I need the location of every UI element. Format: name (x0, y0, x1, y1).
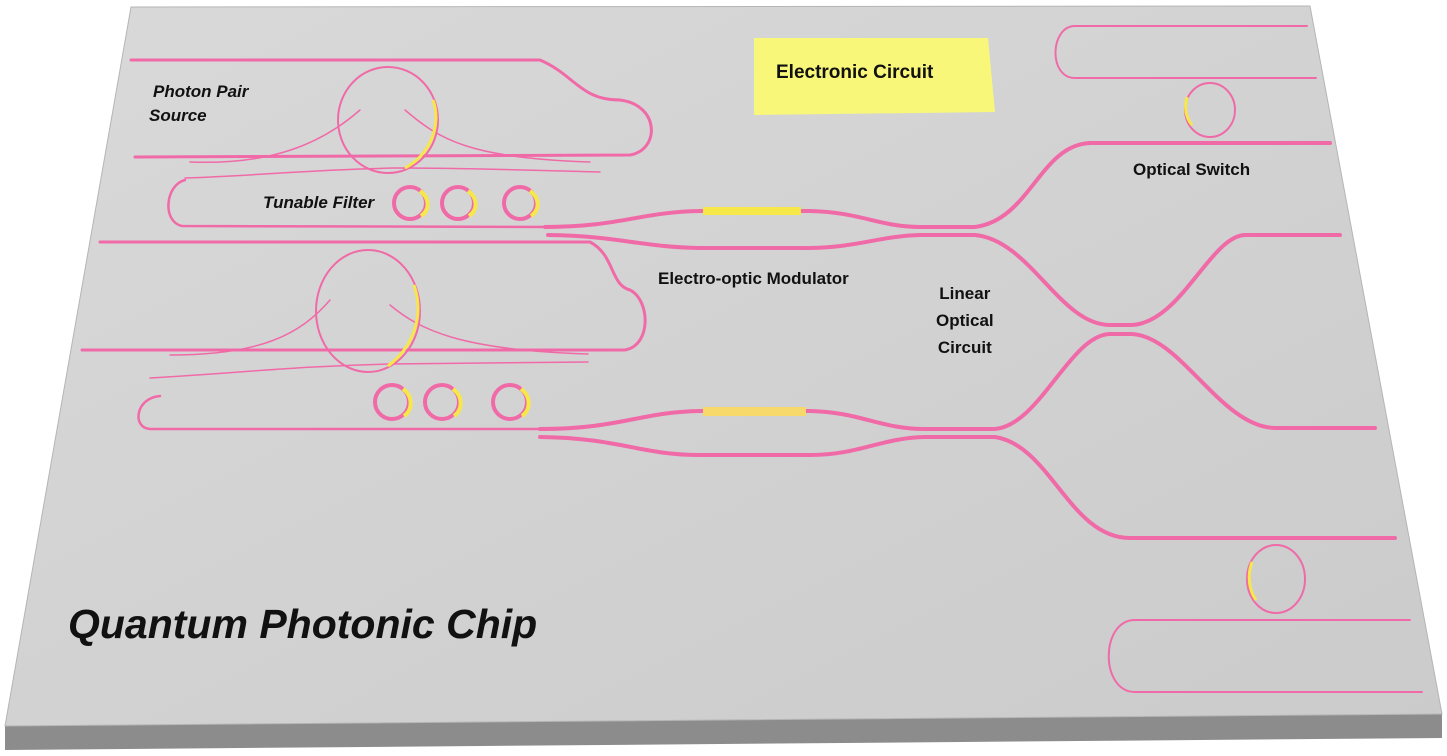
electro-optic-modulator-label: Electro-optic Modulator (658, 269, 849, 288)
electronic-circuit-label: Electronic Circuit (776, 62, 934, 83)
linear-optical-circuit-label: Linear Optical Circuit (936, 280, 994, 361)
heater-filter-5 (451, 387, 463, 418)
linear-optical-circuit-label-line1: Linear (939, 284, 991, 303)
heater-ring-lower (387, 284, 420, 368)
heater-filter-3 (528, 189, 540, 218)
heater-filter-2 (466, 189, 478, 218)
heater-switch-lower (1247, 561, 1258, 601)
switch-ring-lower (1246, 544, 1306, 614)
ring-resonator-lower (315, 249, 421, 373)
heater-ring-upper (404, 99, 438, 170)
photon-pair-source-label-line2: Source (149, 106, 207, 125)
heater-filter-6 (519, 387, 531, 418)
optical-switch-lower (1107, 544, 1423, 693)
electro-optic-modulator-lower (538, 409, 927, 457)
chip-surface (4, 5, 1443, 727)
photon-pair-source-upper (129, 58, 653, 229)
tunable-filter-label: Tunable Filter (263, 193, 375, 212)
heater-filter-4 (401, 387, 413, 418)
ring-resonator-upper (337, 66, 439, 174)
linear-optical-circuit-label-line2: Optical (936, 311, 994, 330)
chip-title: Quantum Photonic Chip (68, 601, 538, 647)
heater-modulator-lower (703, 407, 806, 416)
heater-modulator-upper (703, 207, 801, 215)
heater-filter-1 (418, 189, 430, 218)
electro-optic-modulator-upper (543, 209, 922, 250)
linear-optical-circuit-label-line3: Circuit (937, 338, 992, 357)
photon-pair-source-label-line1: Photon Pair (153, 82, 249, 101)
electronic-circuit-pad (754, 38, 995, 115)
photon-pair-source-label: Photon Pair Source (149, 80, 249, 128)
optical-switch-label: Optical Switch (1133, 160, 1251, 179)
linear-optical-circuit (918, 141, 1397, 540)
heater-switch-upper (1184, 96, 1194, 126)
